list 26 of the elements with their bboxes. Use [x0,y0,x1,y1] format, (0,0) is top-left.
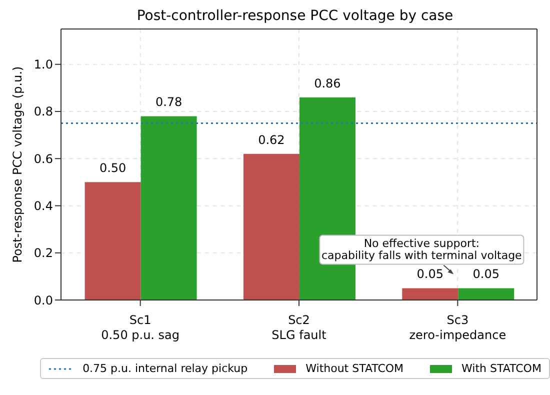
chart-title: Post-controller-response PCC voltage by case [136,8,454,26]
data-label: 0.05 [472,267,500,282]
y-tick-label: 0.4 [34,199,53,213]
data-label: 0.86 [314,76,341,90]
bar [458,288,514,300]
y-axis-title: Post-response PCC voltage (p.u.) [10,66,24,263]
bar [140,116,197,300]
y-tick-label: 0.6 [34,152,53,166]
data-label: 0.50 [99,161,126,176]
y-tick-label: 0.8 [34,104,53,119]
data-label: 0.78 [155,95,182,110]
y-tick-label: 1.0 [34,58,53,72]
x-tick-label: Sc2 SLG fault [272,313,327,342]
x-tick-label: Sc3 zero-impedance [409,313,506,342]
legend-label: Without STATCOM [304,362,404,375]
y-tick-label: 0.0 [34,293,53,308]
legend-label: With STATCOM [460,362,542,375]
bar [402,288,458,300]
x-tick-label: Sc1 0.50 p.u. sag [101,313,180,342]
y-tick-label: 0.2 [34,246,53,260]
data-label: 0.62 [258,132,285,147]
legend-label: 0.75 p.u. internal relay pickup [82,362,248,375]
bar [84,182,141,300]
data-label: 0.05 [416,267,444,282]
bar [243,154,300,300]
annotation: No effective support: capability falls with terminal voltage [322,237,522,262]
